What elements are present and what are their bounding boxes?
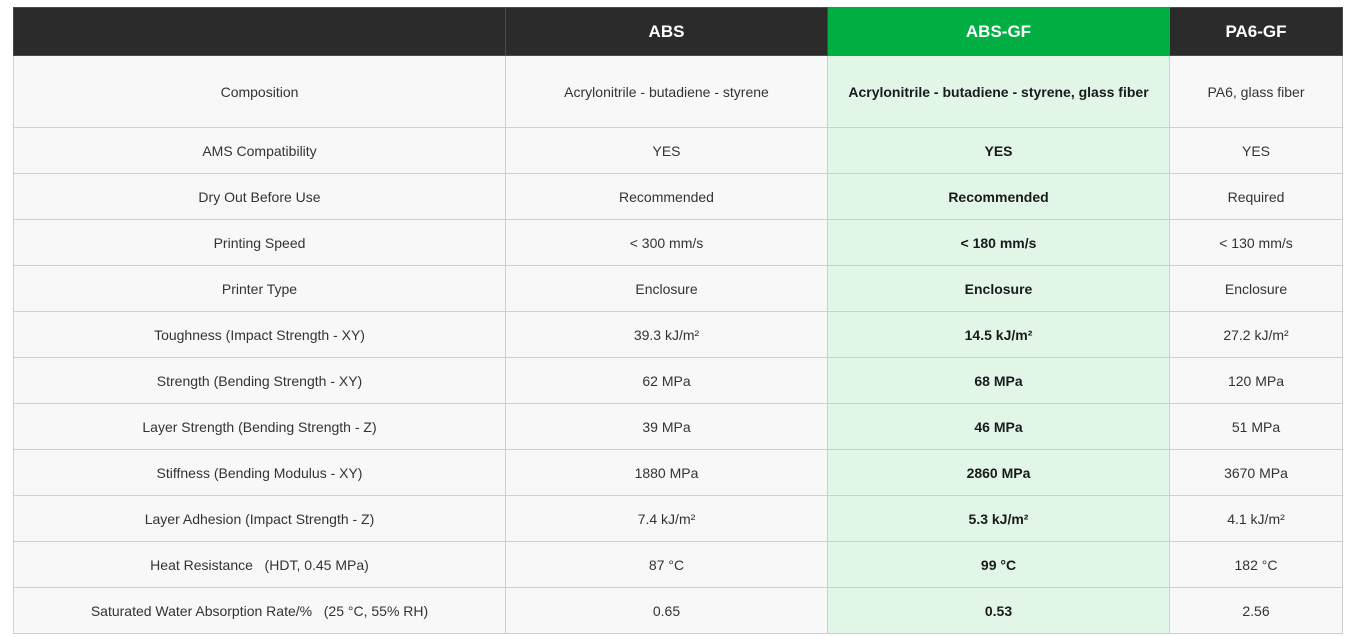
row-label: Printing Speed — [13, 219, 506, 266]
comparison-table-wrapper: ABS ABS-GF PA6-GF Composition Acrylonitr… — [13, 7, 1343, 634]
cell-pa6-gf: YES — [1169, 127, 1343, 174]
cell-abs: 0.65 — [505, 587, 828, 634]
table-row: Strength (Bending Strength - XY) 62 MPa … — [13, 357, 1343, 404]
cell-abs: < 300 mm/s — [505, 219, 828, 266]
cell-pa6-gf: < 130 mm/s — [1169, 219, 1343, 266]
cell-pa6-gf: Required — [1169, 173, 1343, 220]
material-comparison-table: ABS ABS-GF PA6-GF Composition Acrylonitr… — [13, 7, 1343, 634]
cell-abs: Acrylonitrile - butadiene - styrene — [505, 55, 828, 128]
row-label: Saturated Water Absorption Rate/% (25 °C… — [13, 587, 506, 634]
cell-abs-gf: 99 °C — [827, 541, 1170, 588]
table-row: Layer Strength (Bending Strength - Z) 39… — [13, 403, 1343, 450]
cell-pa6-gf: Enclosure — [1169, 265, 1343, 312]
header-corner — [13, 7, 506, 56]
row-label: Dry Out Before Use — [13, 173, 506, 220]
cell-abs: 39 MPa — [505, 403, 828, 450]
cell-abs-gf: YES — [827, 127, 1170, 174]
cell-abs: 39.3 kJ/m² — [505, 311, 828, 358]
header-row: ABS ABS-GF PA6-GF — [13, 7, 1343, 56]
cell-abs-gf: 0.53 — [827, 587, 1170, 634]
table-row: Saturated Water Absorption Rate/% (25 °C… — [13, 587, 1343, 634]
cell-abs-gf: 68 MPa — [827, 357, 1170, 404]
cell-abs-gf: Enclosure — [827, 265, 1170, 312]
column-header-pa6-gf: PA6-GF — [1169, 7, 1343, 56]
cell-abs: 62 MPa — [505, 357, 828, 404]
cell-pa6-gf: 182 °C — [1169, 541, 1343, 588]
cell-abs: Enclosure — [505, 265, 828, 312]
cell-pa6-gf: 120 MPa — [1169, 357, 1343, 404]
table-row: Dry Out Before Use Recommended Recommend… — [13, 173, 1343, 220]
table-row: Printing Speed < 300 mm/s < 180 mm/s < 1… — [13, 219, 1343, 266]
cell-abs: 1880 MPa — [505, 449, 828, 496]
cell-abs: YES — [505, 127, 828, 174]
cell-abs-gf: Recommended — [827, 173, 1170, 220]
table-row: Heat Resistance (HDT, 0.45 MPa) 87 °C 99… — [13, 541, 1343, 588]
row-label: Strength (Bending Strength - XY) — [13, 357, 506, 404]
cell-pa6-gf: 4.1 kJ/m² — [1169, 495, 1343, 542]
table-row: Printer Type Enclosure Enclosure Enclosu… — [13, 265, 1343, 312]
table-row: Composition Acrylonitrile - butadiene - … — [13, 55, 1343, 128]
table-row: Stiffness (Bending Modulus - XY) 1880 MP… — [13, 449, 1343, 496]
cell-abs-gf: Acrylonitrile - butadiene - styrene, gla… — [827, 55, 1170, 128]
table-row: Layer Adhesion (Impact Strength - Z) 7.4… — [13, 495, 1343, 542]
row-label: Layer Strength (Bending Strength - Z) — [13, 403, 506, 450]
row-label: AMS Compatibility — [13, 127, 506, 174]
cell-pa6-gf: PA6, glass fiber — [1169, 55, 1343, 128]
table-row: Toughness (Impact Strength - XY) 39.3 kJ… — [13, 311, 1343, 358]
cell-pa6-gf: 51 MPa — [1169, 403, 1343, 450]
cell-pa6-gf: 2.56 — [1169, 587, 1343, 634]
cell-abs: 87 °C — [505, 541, 828, 588]
cell-abs: Recommended — [505, 173, 828, 220]
table-row: AMS Compatibility YES YES YES — [13, 127, 1343, 174]
cell-abs: 7.4 kJ/m² — [505, 495, 828, 542]
row-label: Heat Resistance (HDT, 0.45 MPa) — [13, 541, 506, 588]
column-header-abs-gf: ABS-GF — [827, 7, 1170, 56]
row-label: Composition — [13, 55, 506, 128]
row-label: Stiffness (Bending Modulus - XY) — [13, 449, 506, 496]
cell-pa6-gf: 27.2 kJ/m² — [1169, 311, 1343, 358]
cell-pa6-gf: 3670 MPa — [1169, 449, 1343, 496]
row-label: Toughness (Impact Strength - XY) — [13, 311, 506, 358]
cell-abs-gf: 2860 MPa — [827, 449, 1170, 496]
row-label: Printer Type — [13, 265, 506, 312]
cell-abs-gf: < 180 mm/s — [827, 219, 1170, 266]
row-label: Layer Adhesion (Impact Strength - Z) — [13, 495, 506, 542]
cell-abs-gf: 46 MPa — [827, 403, 1170, 450]
cell-abs-gf: 14.5 kJ/m² — [827, 311, 1170, 358]
cell-abs-gf: 5.3 kJ/m² — [827, 495, 1170, 542]
column-header-abs: ABS — [505, 7, 828, 56]
